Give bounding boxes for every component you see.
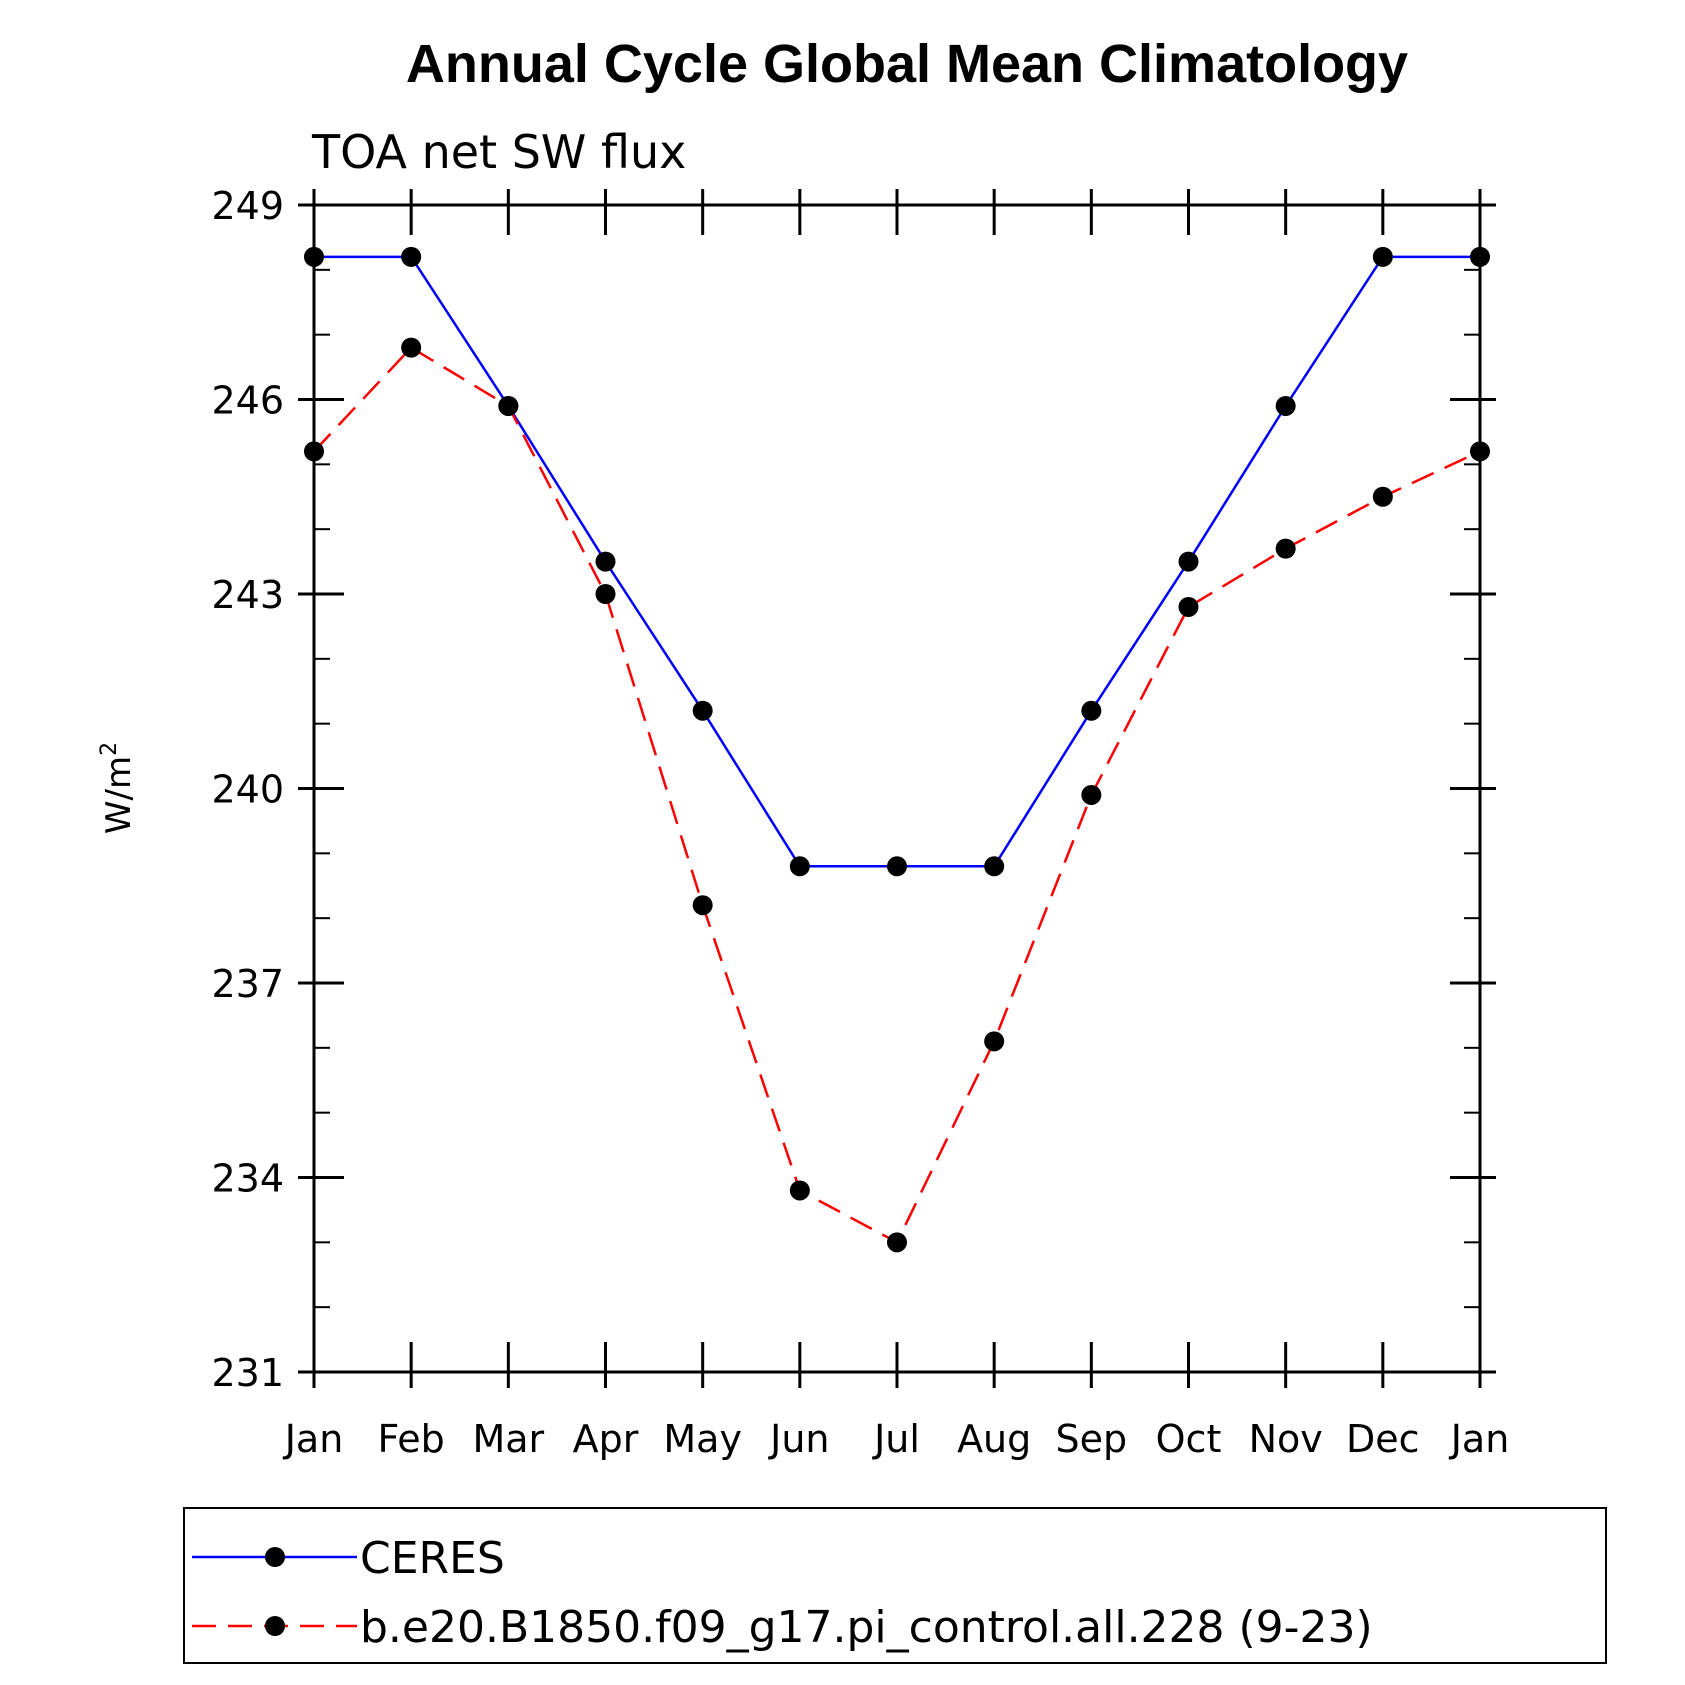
series-1-point bbox=[1081, 700, 1102, 721]
series-1-point bbox=[692, 700, 713, 721]
y-tick-label: 243 bbox=[211, 573, 284, 617]
series-1-point bbox=[401, 246, 422, 267]
series-line-1 bbox=[314, 255, 1480, 868]
series-2-point bbox=[789, 1180, 810, 1201]
x-tick-label: May bbox=[663, 1417, 742, 1461]
axis-ticks: 231 234 237 240 243 246 249 Jan Feb Mar Apr May Jun J… bbox=[211, 184, 1509, 1461]
legend-marker-1 bbox=[265, 1547, 285, 1567]
series-2-point bbox=[401, 337, 422, 358]
x-tick-label: Nov bbox=[1249, 1417, 1323, 1461]
x-tick-label: Sep bbox=[1056, 1417, 1128, 1461]
x-tick-label: Jan bbox=[283, 1417, 344, 1461]
chart-subtitle: TOA net SW flux bbox=[311, 125, 686, 179]
series-2-point bbox=[692, 895, 713, 916]
series-2-point bbox=[595, 584, 616, 604]
plot-frame bbox=[312, 203, 1482, 1374]
series-2-point bbox=[887, 1232, 907, 1253]
x-tick-label: Mar bbox=[472, 1417, 544, 1461]
x-tick-label: Jun bbox=[768, 1417, 829, 1461]
y-tick-label: 249 bbox=[211, 184, 284, 228]
series-1-point bbox=[887, 856, 907, 877]
x-tick-label: Feb bbox=[378, 1417, 445, 1461]
series-1-point bbox=[1275, 395, 1296, 416]
series-2-point bbox=[1470, 441, 1490, 462]
series-1-point bbox=[789, 856, 810, 877]
y-tick-label: 237 bbox=[211, 962, 284, 1006]
series-1-point bbox=[1178, 551, 1199, 572]
legend: CERES b.e20.B1850.f09_g17.pi_control.all.… bbox=[192, 1533, 1373, 1653]
x-tick-label: Jan bbox=[1449, 1417, 1510, 1461]
legend-label-1: CERES bbox=[360, 1533, 505, 1584]
y-tick-label: 231 bbox=[211, 1351, 284, 1395]
chart-title: Annual Cycle Global Mean Climatology bbox=[406, 34, 1408, 94]
legend-box bbox=[183, 1507, 1607, 1664]
x-tick-label: Aug bbox=[957, 1417, 1031, 1461]
series-2-point bbox=[304, 441, 324, 462]
y-tick-label: 246 bbox=[211, 379, 284, 423]
series-2-point bbox=[1081, 784, 1102, 805]
legend-label-2: b.e20.B1850.f09_g17.pi_control.all.228 (… bbox=[360, 1602, 1373, 1653]
y-axis-label-unit: W/m bbox=[99, 756, 139, 834]
series-2-point bbox=[1275, 538, 1296, 559]
y-tick-label: 240 bbox=[211, 768, 284, 812]
series-2-point bbox=[1372, 486, 1393, 507]
series-1-point bbox=[595, 551, 616, 572]
x-tick-label: Dec bbox=[1346, 1417, 1420, 1461]
x-tick-label: Jul bbox=[872, 1417, 920, 1461]
x-tick-label: Apr bbox=[573, 1417, 639, 1461]
series-1-point bbox=[984, 856, 1005, 877]
series-layer bbox=[304, 246, 1490, 1253]
series-1-point bbox=[1470, 246, 1490, 267]
series-2-point bbox=[984, 1031, 1005, 1052]
series-1-point bbox=[304, 246, 324, 267]
series-2-point bbox=[498, 395, 519, 416]
y-axis-label-superscript: 2 bbox=[97, 742, 122, 756]
series-2-point bbox=[1178, 596, 1199, 617]
series-1-point bbox=[1372, 246, 1393, 267]
series-line-2 bbox=[313, 346, 1481, 1245]
y-tick-label: 234 bbox=[211, 1157, 284, 1201]
y-axis-label: W/m2 bbox=[97, 742, 139, 834]
x-tick-label: Oct bbox=[1156, 1417, 1222, 1461]
legend-marker-2 bbox=[265, 1616, 285, 1636]
